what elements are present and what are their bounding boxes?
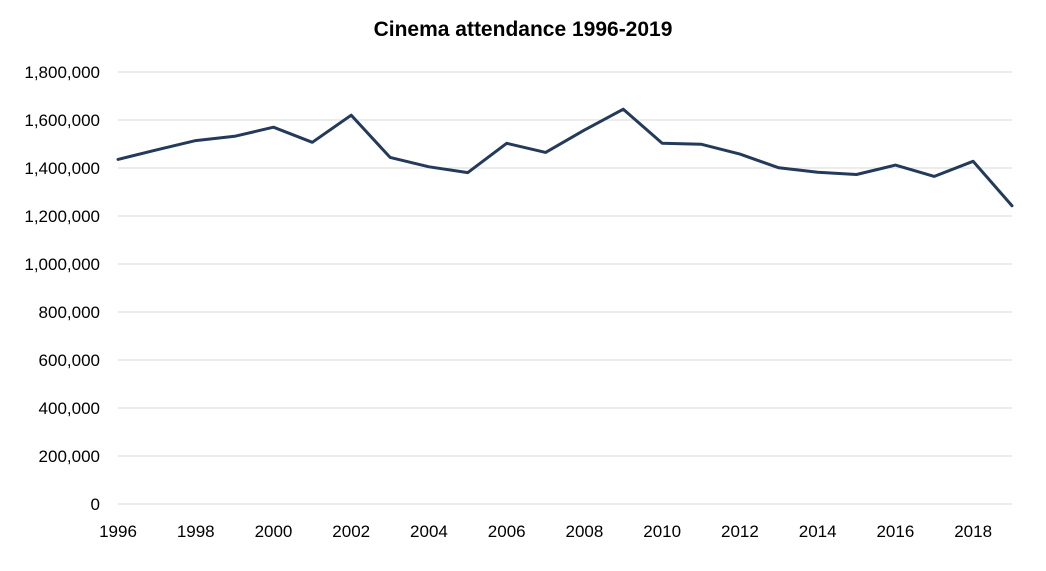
data-point xyxy=(700,143,703,146)
data-point xyxy=(389,156,392,159)
data-point xyxy=(894,164,897,167)
x-tick-label: 2018 xyxy=(954,522,992,541)
data-point xyxy=(311,141,314,144)
data-point xyxy=(777,166,780,169)
chart-title: Cinema attendance 1996-2019 xyxy=(373,18,673,41)
data-point xyxy=(855,173,858,176)
y-tick-label: 1,800,000 xyxy=(24,63,100,82)
data-point xyxy=(155,148,158,151)
data-point xyxy=(933,175,936,178)
y-tick-label: 400,000 xyxy=(39,399,100,418)
data-point xyxy=(972,160,975,163)
series-line xyxy=(116,107,1014,208)
y-tick-label: 1,400,000 xyxy=(24,159,100,178)
x-tick-label: 2002 xyxy=(332,522,370,541)
y-tick-label: 1,600,000 xyxy=(24,111,100,130)
y-tick-label: 1,000,000 xyxy=(24,255,100,274)
x-tick-label: 2010 xyxy=(643,522,681,541)
data-point xyxy=(544,151,547,154)
x-tick-label: 1996 xyxy=(99,522,137,541)
y-tick-label: 600,000 xyxy=(39,351,100,370)
data-point xyxy=(738,153,741,156)
data-point xyxy=(661,142,664,145)
y-tick-label: 200,000 xyxy=(39,447,100,466)
data-point xyxy=(466,171,469,174)
x-tick-label: 2014 xyxy=(799,522,837,541)
x-tick-label: 2004 xyxy=(410,522,448,541)
data-point xyxy=(272,126,275,129)
x-tick-label: 2008 xyxy=(566,522,604,541)
data-point xyxy=(428,165,431,168)
x-tick-label: 2006 xyxy=(488,522,526,541)
data-point xyxy=(583,129,586,132)
data-point xyxy=(622,108,625,111)
x-tick-label: 2012 xyxy=(721,522,759,541)
data-point xyxy=(816,171,819,174)
data-point xyxy=(505,142,508,145)
x-tick-label: 1998 xyxy=(177,522,215,541)
data-point xyxy=(1011,204,1014,207)
data-point xyxy=(233,135,236,138)
x-tick-label: 2016 xyxy=(876,522,914,541)
y-tick-label: 1,200,000 xyxy=(24,207,100,226)
data-point xyxy=(350,114,353,117)
y-tick-label: 800,000 xyxy=(39,303,100,322)
data-point xyxy=(117,158,120,161)
x-tick-label: 2000 xyxy=(255,522,293,541)
y-tick-label: 0 xyxy=(91,495,100,514)
data-point xyxy=(194,139,197,142)
